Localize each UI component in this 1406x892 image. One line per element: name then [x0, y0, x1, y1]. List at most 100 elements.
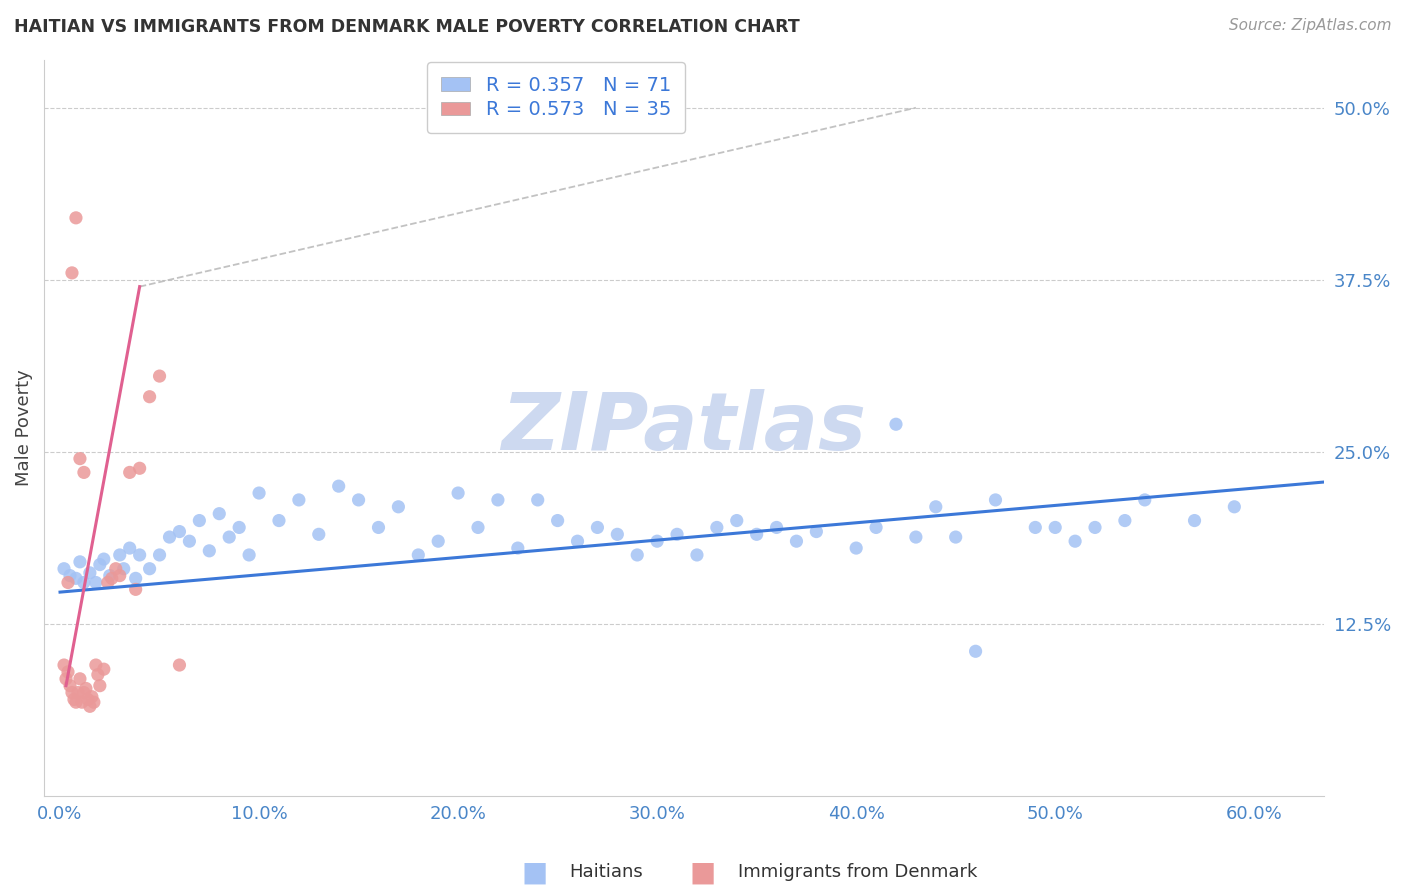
Point: [806, 524, 828, 539]
Point: [1133, 492, 1156, 507]
Point: [328, 479, 350, 493]
Point: [1223, 500, 1246, 514]
Point: [93, 662, 115, 676]
Point: [159, 530, 181, 544]
Point: [65, 695, 87, 709]
Point: [725, 514, 748, 528]
Point: [547, 514, 569, 528]
Point: [118, 466, 141, 480]
Point: [745, 527, 768, 541]
Point: [845, 541, 868, 555]
Point: [228, 520, 250, 534]
Point: [408, 548, 430, 562]
Point: [198, 544, 221, 558]
Point: [98, 568, 121, 582]
Point: [645, 534, 668, 549]
Point: [60, 266, 83, 280]
Point: [128, 548, 150, 562]
Point: [387, 500, 409, 514]
Point: [179, 534, 201, 549]
Point: [1064, 534, 1087, 549]
Point: [347, 492, 370, 507]
Point: [97, 575, 120, 590]
Text: ■: ■: [690, 858, 716, 887]
Text: Immigrants from Denmark: Immigrants from Denmark: [738, 863, 977, 881]
Point: [238, 548, 260, 562]
Point: [606, 527, 628, 541]
Point: [73, 466, 96, 480]
Point: [686, 548, 709, 562]
Point: [188, 514, 211, 528]
Point: [80, 690, 103, 704]
Point: [765, 520, 787, 534]
Point: [138, 390, 160, 404]
Point: [526, 492, 548, 507]
Point: [884, 417, 907, 432]
Text: Source: ZipAtlas.com: Source: ZipAtlas.com: [1229, 18, 1392, 33]
Point: [367, 520, 389, 534]
Point: [112, 562, 135, 576]
Point: [69, 555, 91, 569]
Point: [73, 575, 96, 590]
Point: [1114, 514, 1136, 528]
Point: [427, 534, 450, 549]
Point: [124, 571, 146, 585]
Point: [59, 679, 82, 693]
Point: [506, 541, 529, 555]
Point: [626, 548, 648, 562]
Point: [124, 582, 146, 597]
Point: [89, 558, 111, 572]
Point: [65, 571, 87, 585]
Text: ZIPatlas: ZIPatlas: [502, 389, 866, 467]
Point: [89, 679, 111, 693]
Point: [666, 527, 689, 541]
Point: [73, 685, 96, 699]
Text: Haitians: Haitians: [569, 863, 643, 881]
Point: [169, 658, 191, 673]
Point: [447, 486, 470, 500]
Point: [60, 685, 83, 699]
Point: [84, 658, 107, 673]
Point: [108, 568, 131, 582]
Point: [69, 451, 91, 466]
Point: [69, 672, 91, 686]
Point: [984, 492, 1007, 507]
Legend: R = 0.357   N = 71, R = 0.573   N = 35: R = 0.357 N = 71, R = 0.573 N = 35: [427, 62, 685, 133]
Point: [865, 520, 887, 534]
Point: [56, 575, 79, 590]
Point: [965, 644, 987, 658]
Point: [467, 520, 489, 534]
Point: [63, 692, 86, 706]
Point: [66, 685, 89, 699]
Point: [108, 548, 131, 562]
Point: [56, 665, 79, 679]
Point: [904, 530, 927, 544]
Point: [84, 575, 107, 590]
Point: [55, 672, 77, 686]
Point: [267, 514, 290, 528]
Point: [65, 211, 87, 225]
Point: [1184, 514, 1206, 528]
Point: [169, 524, 191, 539]
Point: [706, 520, 728, 534]
Point: [288, 492, 311, 507]
Point: [586, 520, 609, 534]
Point: [218, 530, 240, 544]
Point: [1045, 520, 1067, 534]
Point: [53, 658, 76, 673]
Point: [148, 548, 170, 562]
Point: [128, 461, 150, 475]
Point: [567, 534, 589, 549]
Point: [53, 562, 76, 576]
Point: [247, 486, 270, 500]
Point: [79, 699, 101, 714]
Point: [785, 534, 807, 549]
Point: [87, 667, 110, 681]
Point: [138, 562, 160, 576]
Text: HAITIAN VS IMMIGRANTS FROM DENMARK MALE POVERTY CORRELATION CHART: HAITIAN VS IMMIGRANTS FROM DENMARK MALE …: [14, 18, 800, 36]
Point: [104, 562, 127, 576]
Point: [1024, 520, 1046, 534]
Point: [208, 507, 231, 521]
Point: [1084, 520, 1107, 534]
Point: [945, 530, 967, 544]
